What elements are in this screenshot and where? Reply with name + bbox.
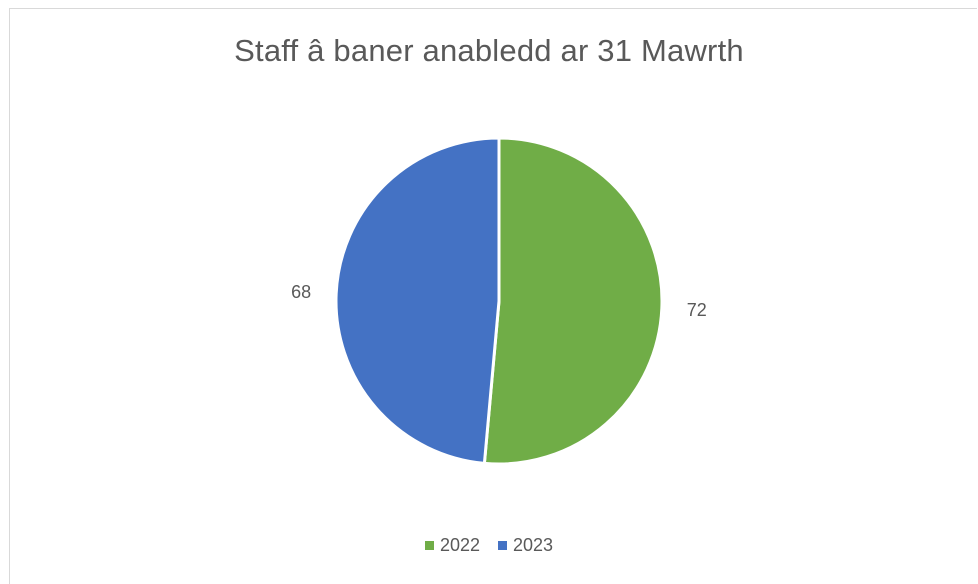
legend: 2022 2023 — [0, 535, 978, 556]
pie-slice-2022 — [482, 136, 664, 466]
legend-label-2022: 2022 — [439, 535, 480, 555]
legend-item-2023: 2023 — [498, 535, 553, 556]
legend-label-2023: 2023 — [513, 535, 554, 555]
data-label-2023: 68 — [291, 282, 311, 302]
pie-data-labels: 72 68 — [291, 282, 707, 320]
legend-swatch-2023 — [498, 541, 507, 550]
pie-slices — [334, 136, 664, 466]
legend-swatch-2022 — [424, 541, 434, 550]
pie-slice-2023 — [334, 136, 501, 465]
chart-title: Staff â baner anabledd ar 31 Mawrth — [234, 33, 744, 68]
legend-item-2022: 2022 — [424, 535, 480, 556]
data-label-2022: 72 — [687, 300, 707, 320]
